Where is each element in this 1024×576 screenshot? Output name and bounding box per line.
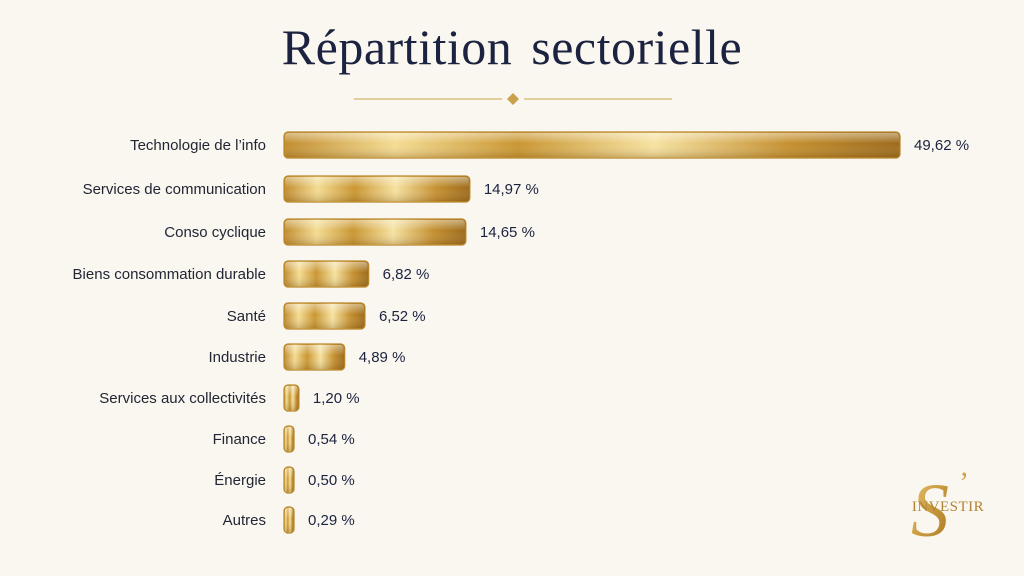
value-label: 14,65 % (480, 224, 535, 241)
category-label: Santé (227, 308, 266, 325)
svg-text:’: ’ (959, 466, 969, 499)
bar-sheen (285, 508, 293, 532)
category-label: Autres (223, 512, 266, 529)
value-label: 6,82 % (383, 266, 430, 283)
category-label: Biens consommation durable (73, 266, 266, 283)
bar-sheen (285, 345, 344, 369)
value-label: 1,20 % (313, 390, 360, 407)
category-label: Technologie de l’info (130, 137, 266, 154)
bar-sheen (285, 220, 465, 244)
value-label: 14,97 % (484, 181, 539, 198)
value-label: 0,54 % (308, 431, 355, 448)
bar-sheen (285, 133, 899, 157)
title-divider (354, 93, 672, 105)
category-label: Industrie (208, 349, 266, 366)
bar-sheen (285, 468, 293, 492)
bar-sheen (285, 177, 469, 201)
value-label: 0,50 % (308, 472, 355, 489)
bar-sheen (285, 304, 364, 328)
diamond-icon (507, 93, 519, 105)
value-label: 4,89 % (359, 349, 406, 366)
category-label: Services aux collectivités (99, 390, 266, 407)
chart-title: Répartition sectorielle (281, 19, 743, 75)
value-label: 49,62 % (914, 137, 969, 154)
category-label: Services de communication (83, 181, 266, 198)
bar-sheen (285, 427, 293, 451)
value-label: 0,29 % (308, 512, 355, 529)
category-label: Énergie (214, 472, 266, 489)
category-label: Finance (213, 431, 266, 448)
svg-text:INVESTIR: INVESTIR (912, 499, 984, 515)
value-label: 6,52 % (379, 308, 426, 325)
investir-logo: S ’ INVESTIR (911, 466, 984, 548)
bar-sheen (285, 262, 368, 286)
bar-sheen (285, 386, 298, 410)
svg-text:S: S (911, 469, 949, 548)
category-label: Conso cyclique (164, 224, 266, 241)
